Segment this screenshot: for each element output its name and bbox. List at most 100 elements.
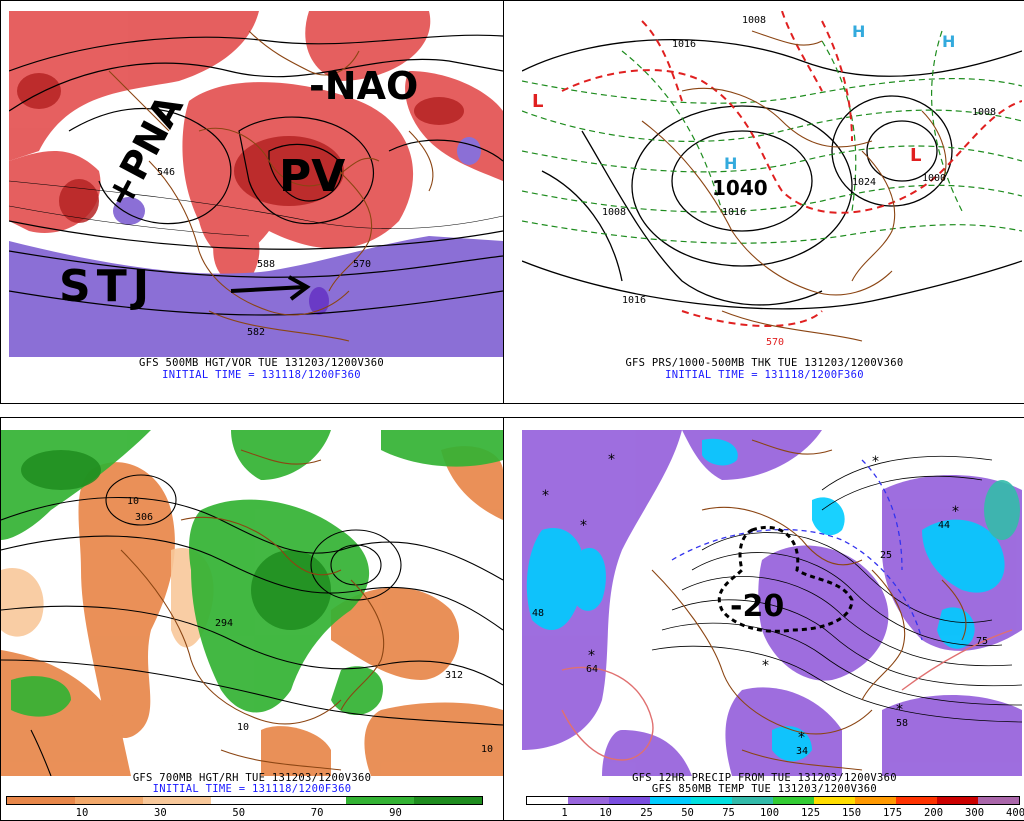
rh-colorbar bbox=[6, 796, 483, 805]
colorbar-label: 25 bbox=[640, 807, 653, 819]
colorbar-label: 1 bbox=[561, 807, 568, 819]
caption-title: GFS PRS/1000-500MB THK TUE 131203/1200V3… bbox=[625, 357, 904, 369]
colorbar-label: 70 bbox=[310, 807, 324, 819]
annotation-temp: -20 bbox=[730, 589, 784, 624]
caption-subtitle: GFS 850MB TEMP TUE 131203/1200V360 bbox=[651, 783, 878, 795]
contour-label: 570 bbox=[353, 259, 371, 270]
contour-label: 10 bbox=[127, 496, 139, 507]
colorbar-label: 125 bbox=[801, 807, 821, 819]
contour-label: 44 bbox=[938, 520, 950, 531]
caption-title: GFS 700MB HGT/RH TUE 131203/1200V360 bbox=[132, 772, 372, 784]
annotation-pv: PV bbox=[279, 151, 345, 202]
contour-label: 1008 bbox=[972, 107, 996, 118]
caption-title: GFS 500MB HGT/VOR TUE 131203/1200V360 bbox=[139, 357, 384, 369]
caption-init-time: INITIAL TIME = 131118/1200F360 bbox=[162, 369, 361, 381]
colorbar-swatch bbox=[278, 797, 347, 804]
colorbar-swatch bbox=[74, 797, 143, 804]
precip-max-icon: * bbox=[608, 452, 615, 468]
caption-init-time: INITIAL TIME = 131118/1200F360 bbox=[665, 369, 864, 381]
high-marker: H bbox=[724, 154, 737, 173]
low-marker: L bbox=[532, 91, 543, 112]
contour-label: 48 bbox=[532, 608, 544, 619]
contour-label: 10 bbox=[481, 744, 493, 755]
precip-max-icon: * bbox=[588, 648, 595, 664]
contour-label: 294 bbox=[215, 618, 233, 629]
colorbar-swatch bbox=[346, 797, 415, 804]
colorbar-swatch bbox=[527, 797, 568, 804]
contour-label: 25 bbox=[880, 550, 892, 561]
colorbar-label: 10 bbox=[75, 807, 89, 819]
colorbar-label: 200 bbox=[924, 807, 944, 819]
precip-max-icon: * bbox=[762, 658, 769, 674]
low-marker: L bbox=[910, 145, 921, 166]
contour-label: 1016 bbox=[622, 295, 646, 306]
colorbar-swatch bbox=[414, 797, 483, 804]
contour-label: 570 bbox=[766, 337, 784, 348]
contour-label: 34 bbox=[796, 746, 808, 757]
colorbar-label: 30 bbox=[154, 807, 167, 819]
colorbar-swatch bbox=[773, 797, 814, 804]
panel-pressure-thickness: L L H H H 1040 1008 1016 1008 1016 1000 … bbox=[503, 0, 1024, 404]
temp-circle-outline bbox=[718, 525, 854, 633]
high-marker: H bbox=[852, 22, 865, 41]
colorbar-label: 50 bbox=[232, 807, 246, 819]
map-precip: -20 * * * * * * * * * 44 48 64 75 58 34 … bbox=[522, 430, 1022, 776]
annotation-nao: -NAO bbox=[309, 64, 418, 108]
colorbar-label: 50 bbox=[681, 807, 694, 819]
colorbar-label: 75 bbox=[722, 807, 735, 819]
colorbar-label: 10 bbox=[599, 807, 612, 819]
rh-colorbar-labels: 10 30 50 70 90 bbox=[6, 807, 481, 819]
colorbar-label: 100 bbox=[760, 807, 780, 819]
colorbar-swatch bbox=[937, 797, 978, 804]
contour-label: 1000 bbox=[922, 173, 946, 184]
precip-colorbar-labels: 1 10 25 50 75 100 125 150 175 200 300 400 bbox=[526, 807, 1024, 819]
panel-precip-850temp: -20 * * * * * * * * * 44 48 64 75 58 34 … bbox=[503, 417, 1024, 821]
colorbar-swatch bbox=[210, 797, 279, 804]
contour-label: 1008 bbox=[602, 207, 626, 218]
contour-label: 582 bbox=[247, 327, 265, 338]
panel-500mb-hgt-vor: 546 588 570 582 -NAO +PNA PV STJ GFS 500… bbox=[0, 0, 523, 404]
contour-label: 64 bbox=[586, 664, 598, 675]
contour-label: 10 bbox=[237, 722, 249, 733]
colorbar-swatch bbox=[568, 797, 609, 804]
precip-max-icon: * bbox=[952, 504, 959, 520]
colorbar-swatch bbox=[691, 797, 732, 804]
contour-label: 75 bbox=[976, 636, 988, 647]
contour-label: 588 bbox=[257, 259, 275, 270]
map-pressure: L L H H H 1040 1008 1016 1008 1016 1000 … bbox=[522, 11, 1022, 357]
precip-max-icon: * bbox=[798, 730, 805, 746]
precip-max-icon: * bbox=[542, 488, 549, 504]
contour-label: 1016 bbox=[722, 207, 746, 218]
annotation-1040: 1040 bbox=[712, 176, 768, 200]
caption-init-time: INITIAL TIME = 131118/1200F360 bbox=[152, 783, 352, 795]
colorbar-swatch bbox=[978, 797, 1019, 804]
contour-label: 1016 bbox=[672, 39, 696, 50]
colorbar-label: 150 bbox=[842, 807, 862, 819]
colorbar-swatch bbox=[896, 797, 937, 804]
panel-700mb-hgt-rh: 306 312 294 10 10 10 GFS 700MB HGT/RH TU… bbox=[0, 417, 523, 821]
contour-label: 1008 bbox=[742, 15, 766, 26]
map-700mb: 306 312 294 10 10 10 bbox=[1, 430, 503, 776]
colorbar-swatch bbox=[732, 797, 773, 804]
colorbar-swatch bbox=[814, 797, 855, 804]
colorbar-label: 300 bbox=[965, 807, 985, 819]
contour-label: 312 bbox=[445, 670, 463, 681]
colorbar-label: 175 bbox=[883, 807, 903, 819]
precip-max-icon: * bbox=[580, 518, 587, 534]
jet-arrow-icon bbox=[230, 275, 311, 301]
colorbar-label: 90 bbox=[389, 807, 402, 819]
precip-colorbar bbox=[526, 796, 1020, 805]
caption-title: GFS 12HR PRECIP FROM TUE 131203/1200V360 bbox=[632, 772, 897, 784]
contour-label: 58 bbox=[896, 718, 908, 729]
contour-label: 306 bbox=[135, 512, 153, 523]
colorbar-label: 400 bbox=[1006, 807, 1024, 819]
annotation-stj: STJ bbox=[59, 261, 155, 312]
colorbar-swatch bbox=[142, 797, 211, 804]
precip-max-icon: * bbox=[872, 454, 879, 470]
colorbar-swatch bbox=[7, 797, 75, 804]
colorbar-swatch bbox=[855, 797, 896, 804]
contour-label: 546 bbox=[157, 167, 175, 178]
high-marker: H bbox=[942, 32, 955, 51]
contour-label: 1024 bbox=[852, 177, 876, 188]
colorbar-swatch bbox=[609, 797, 650, 804]
